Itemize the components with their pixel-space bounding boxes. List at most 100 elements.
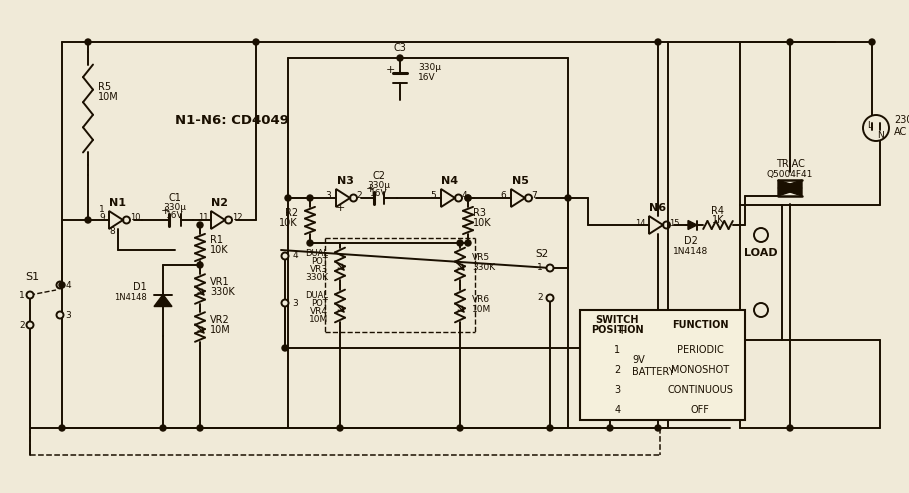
Text: 330K: 330K (305, 274, 328, 282)
Text: 1N4148: 1N4148 (674, 246, 709, 255)
Text: N4: N4 (442, 176, 458, 186)
Text: 330μ: 330μ (367, 180, 391, 189)
Text: AC: AC (894, 127, 907, 137)
Text: 3: 3 (65, 311, 71, 319)
Text: 2: 2 (614, 365, 621, 375)
Text: N1-N6: CD4049: N1-N6: CD4049 (175, 113, 289, 127)
Polygon shape (778, 180, 802, 196)
Circle shape (282, 300, 288, 307)
Text: 5: 5 (430, 191, 436, 201)
Text: VR3: VR3 (310, 265, 328, 274)
Text: N1: N1 (109, 198, 126, 208)
Text: FUNCTION: FUNCTION (672, 320, 728, 330)
Circle shape (655, 39, 661, 45)
Circle shape (465, 240, 471, 246)
Circle shape (282, 252, 288, 259)
Circle shape (197, 222, 203, 228)
Text: LOAD: LOAD (744, 247, 778, 257)
Text: 4: 4 (614, 405, 621, 415)
Circle shape (26, 321, 34, 328)
Text: 1: 1 (99, 206, 105, 214)
Circle shape (160, 425, 166, 431)
Polygon shape (778, 180, 802, 196)
Text: +: + (365, 184, 375, 194)
Polygon shape (688, 220, 697, 230)
Text: 1: 1 (19, 290, 25, 300)
Text: R4: R4 (712, 206, 724, 216)
Text: N6: N6 (649, 203, 666, 213)
Circle shape (457, 240, 463, 246)
Text: 330K: 330K (210, 287, 235, 297)
Text: C1: C1 (168, 193, 182, 203)
Text: 1K: 1K (712, 215, 724, 225)
Text: OFF: OFF (691, 405, 709, 415)
Text: 330μ: 330μ (164, 203, 186, 211)
Text: 9: 9 (99, 213, 105, 222)
Text: Q5004F41: Q5004F41 (767, 170, 814, 178)
Text: 7: 7 (531, 191, 537, 201)
Text: 1: 1 (614, 345, 621, 355)
Text: C2: C2 (373, 171, 385, 181)
Circle shape (754, 228, 768, 242)
Text: 6: 6 (500, 191, 506, 201)
Circle shape (465, 195, 471, 201)
Circle shape (26, 291, 34, 298)
Text: 10M: 10M (98, 92, 119, 102)
Text: +: + (160, 206, 170, 216)
Text: 4: 4 (292, 251, 298, 260)
Text: R3: R3 (473, 208, 486, 218)
Circle shape (546, 294, 554, 302)
Circle shape (457, 425, 463, 431)
Text: 1N4148: 1N4148 (115, 292, 147, 302)
Circle shape (197, 262, 203, 268)
Text: 8: 8 (109, 227, 115, 237)
Text: 16V: 16V (418, 73, 435, 82)
Circle shape (607, 345, 613, 351)
Circle shape (655, 425, 661, 431)
Text: R2: R2 (285, 208, 298, 218)
Circle shape (869, 39, 875, 45)
Text: 330μ: 330μ (418, 64, 441, 72)
Text: N: N (876, 132, 884, 141)
Text: BATTERY: BATTERY (632, 367, 674, 377)
Text: VR2: VR2 (210, 315, 230, 325)
Text: N2: N2 (212, 198, 228, 208)
Text: 1: 1 (537, 263, 543, 273)
Text: PERIODIC: PERIODIC (676, 345, 724, 355)
Text: R5: R5 (98, 82, 111, 92)
Text: +: + (385, 65, 395, 75)
Text: 10M: 10M (309, 316, 328, 324)
Text: 2: 2 (537, 293, 543, 303)
Text: 10K: 10K (210, 245, 229, 255)
Text: C3: C3 (394, 43, 406, 53)
Text: VR4: VR4 (310, 307, 328, 316)
Circle shape (85, 39, 91, 45)
Circle shape (59, 425, 65, 431)
Text: VR5: VR5 (472, 253, 490, 262)
Text: MONOSHOT: MONOSHOT (671, 365, 729, 375)
Circle shape (307, 240, 313, 246)
Circle shape (197, 425, 203, 431)
Circle shape (253, 39, 259, 45)
Text: 10K: 10K (473, 218, 492, 228)
Text: 10: 10 (130, 213, 140, 222)
Circle shape (754, 303, 768, 317)
Circle shape (85, 217, 91, 223)
Text: +: + (335, 203, 345, 213)
Text: VR6: VR6 (472, 295, 490, 305)
Circle shape (56, 282, 64, 288)
Text: DUAL: DUAL (305, 248, 328, 257)
Text: POSITION: POSITION (591, 325, 644, 335)
Text: +: + (616, 323, 627, 337)
Text: 2: 2 (356, 191, 362, 201)
Text: N5: N5 (512, 176, 528, 186)
Text: S1: S1 (25, 272, 39, 282)
Text: CONTINUOUS: CONTINUOUS (667, 385, 733, 395)
Text: 4: 4 (461, 191, 467, 201)
Circle shape (56, 312, 64, 318)
Text: 4: 4 (65, 281, 71, 289)
Text: 14: 14 (634, 218, 645, 227)
Text: 3: 3 (292, 298, 298, 308)
Text: 2: 2 (19, 320, 25, 329)
Text: POT: POT (311, 298, 328, 308)
